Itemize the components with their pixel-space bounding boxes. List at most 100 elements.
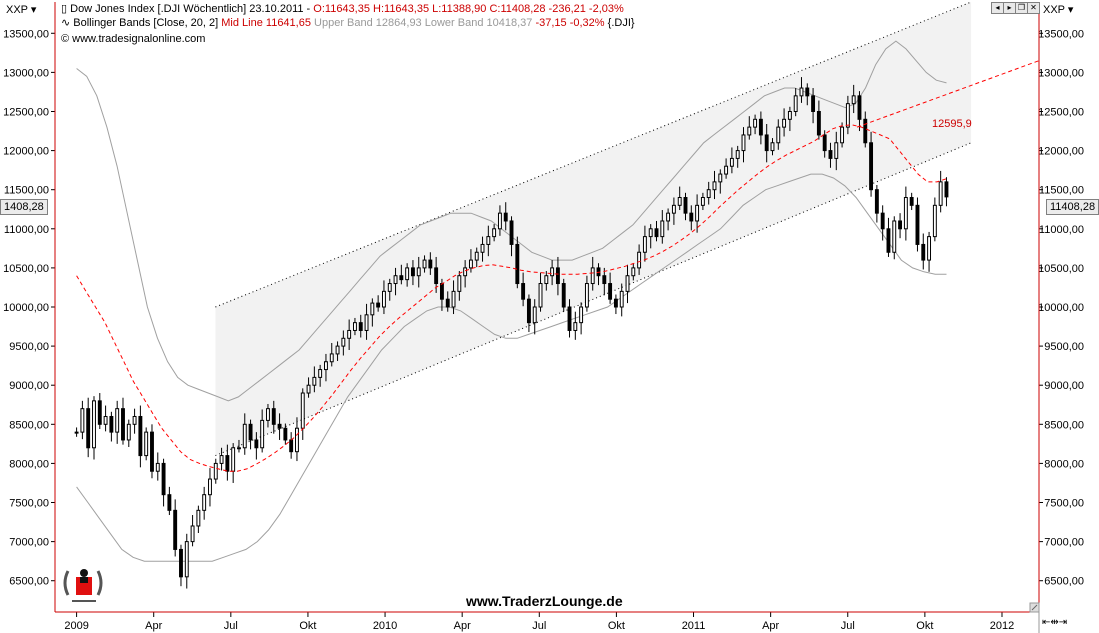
candle <box>347 319 352 351</box>
symbol-dropdown-left[interactable]: XXP ▾ <box>6 3 36 16</box>
candle <box>677 186 682 211</box>
candle <box>190 515 195 547</box>
candle <box>637 244 642 275</box>
candle <box>666 208 671 231</box>
candle <box>811 88 816 124</box>
scroll-left-icon[interactable]: ⇤ <box>1042 617 1051 628</box>
candle <box>561 278 566 312</box>
legend-line-1: ▯ Dow Jones Index [.DJI Wöchentlich] 23.… <box>61 3 624 16</box>
candle <box>718 169 723 194</box>
candle <box>132 408 137 434</box>
y-tick-right: 6500,00 <box>1044 576 1084 588</box>
candle <box>834 131 839 171</box>
candle <box>103 405 108 432</box>
y-tick-right: 13000,00 <box>1038 67 1084 79</box>
candle <box>399 264 404 285</box>
y-tick-left: 12000,00 <box>3 146 49 158</box>
x-tick: Jul <box>532 620 546 632</box>
candle <box>457 271 462 301</box>
legend-indicator: Bollinger Bands [Close, 20, 2] <box>73 17 219 29</box>
y-tick-right: 10000,00 <box>1038 302 1084 314</box>
candle <box>816 100 821 140</box>
y-tick-right: 11500,00 <box>1039 185 1084 197</box>
candle <box>793 88 798 117</box>
candle <box>770 138 775 156</box>
scroll-controls[interactable]: ⇤⇹⇥ <box>1042 617 1067 628</box>
candle <box>579 302 584 335</box>
candle <box>497 205 502 236</box>
watermark: www.TraderzLounge.de <box>466 593 623 609</box>
candle <box>358 314 363 338</box>
candle <box>213 458 218 484</box>
candle <box>260 409 265 453</box>
window-prev-icon[interactable]: ◂ <box>991 2 1004 14</box>
candle <box>248 419 253 450</box>
legend-midline: Mid Line 11641,65 <box>221 17 311 29</box>
legend-lower: Lower Band 10418,37 <box>424 17 533 29</box>
candle <box>567 299 572 338</box>
scroll-both-icon[interactable]: ⇹ <box>1050 617 1059 628</box>
candle <box>753 114 758 135</box>
candle <box>208 468 212 507</box>
candle <box>416 256 421 288</box>
candle <box>712 170 717 200</box>
x-tick: 2010 <box>373 620 397 632</box>
candle <box>97 393 102 429</box>
candle <box>938 170 943 213</box>
candle <box>167 486 172 516</box>
candle <box>903 186 908 241</box>
candle <box>886 217 891 257</box>
candle <box>126 419 131 447</box>
candle <box>608 272 613 304</box>
candle <box>324 353 328 382</box>
price-tag-left: 1408,28 <box>0 199 48 215</box>
symbol-dropdown-right[interactable]: XXP ▾ <box>1043 3 1073 16</box>
x-tick: 2011 <box>682 620 706 632</box>
candle <box>225 444 230 481</box>
regression-channel-fill <box>215 2 972 456</box>
candle <box>353 317 357 336</box>
candle <box>144 427 149 461</box>
legend-ohlc: O:11643,35 H:11643,35 L:11388,90 <box>313 3 487 15</box>
x-tick: Okt <box>608 620 625 632</box>
candle <box>202 486 207 520</box>
candle <box>631 263 636 281</box>
candle <box>822 130 827 158</box>
candle <box>173 499 178 557</box>
x-tick: Okt <box>916 620 933 632</box>
candle <box>550 260 555 286</box>
candle <box>787 106 792 132</box>
candle <box>799 77 804 103</box>
candle <box>869 131 874 197</box>
candle <box>532 299 537 335</box>
window-close-icon[interactable]: ✕ <box>1027 2 1040 14</box>
candle <box>758 111 763 145</box>
candle <box>341 330 346 356</box>
candle <box>318 364 323 387</box>
candle <box>724 158 729 179</box>
resize-handle-icon[interactable] <box>1029 602 1040 613</box>
candle <box>619 283 624 317</box>
y-tick-right: 10500,00 <box>1038 263 1084 275</box>
candle <box>381 280 386 315</box>
symbol-left-label: XXP <box>6 4 28 16</box>
candle <box>660 210 665 244</box>
candle <box>544 271 549 291</box>
candle <box>590 256 595 291</box>
scroll-right-icon[interactable]: ⇥ <box>1058 617 1068 628</box>
candle <box>335 341 340 361</box>
y-tick-left: 9000,00 <box>9 380 49 392</box>
candle <box>706 181 711 205</box>
y-tick-right: 9500,00 <box>1044 341 1084 353</box>
candle <box>74 427 79 437</box>
x-tick: Apr <box>145 620 162 632</box>
y-tick-left: 8000,00 <box>9 458 49 470</box>
candle <box>880 205 885 241</box>
candle-icon: ▯ <box>61 3 68 15</box>
y-tick-left: 6500,00 <box>9 576 49 588</box>
bollinger-icon: ∿ <box>61 17 71 29</box>
candle <box>729 147 734 174</box>
candle <box>683 192 688 221</box>
candle <box>851 84 856 114</box>
